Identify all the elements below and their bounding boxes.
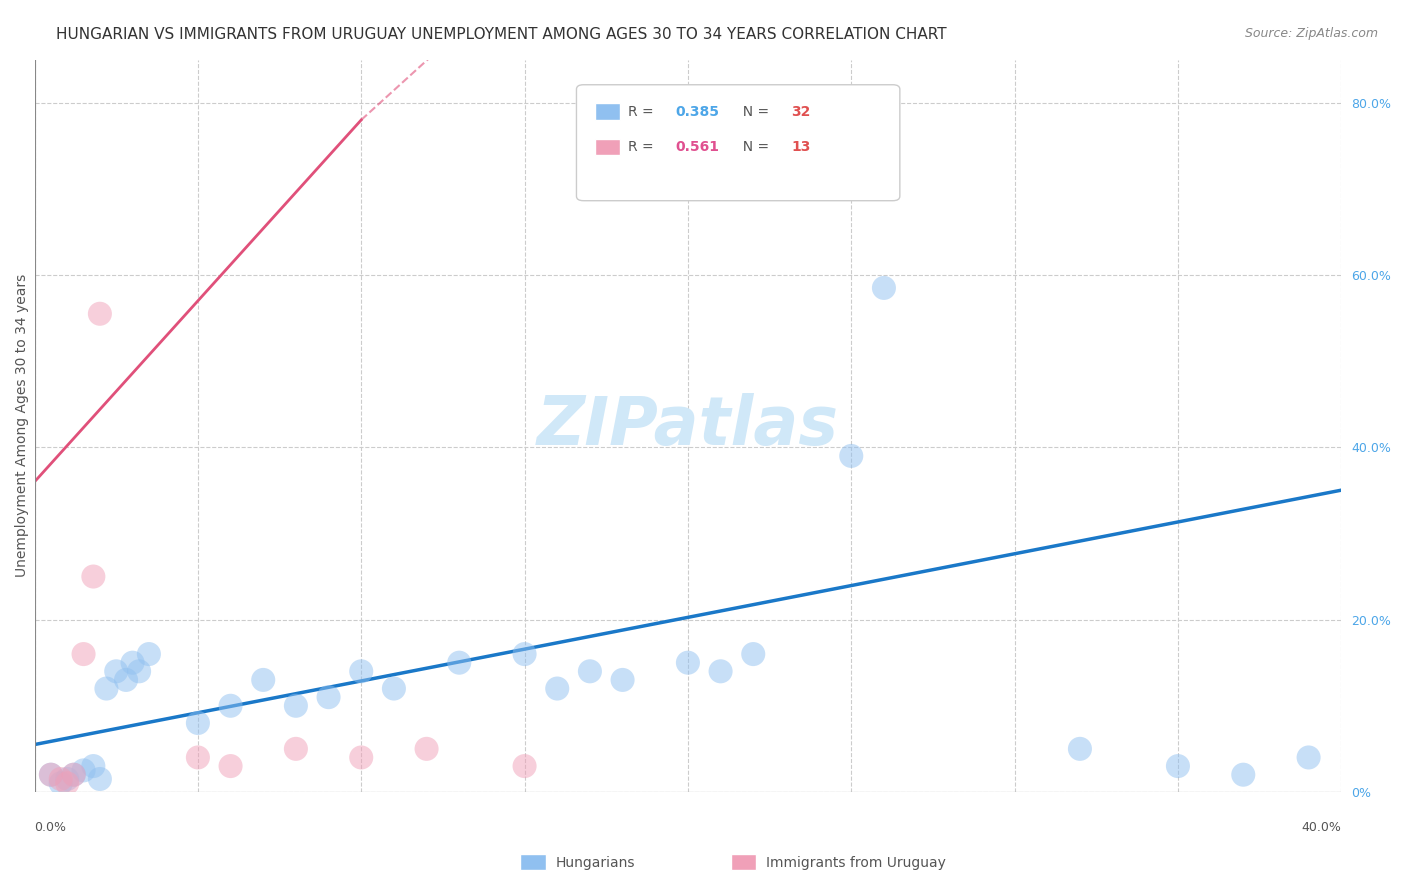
Point xyxy=(449,656,471,670)
Point xyxy=(62,767,84,781)
Text: 0.0%: 0.0% xyxy=(35,822,66,834)
Text: 40.0%: 40.0% xyxy=(1302,822,1341,834)
Point xyxy=(284,698,307,713)
Point xyxy=(513,647,536,661)
Point xyxy=(1232,767,1254,781)
Point xyxy=(318,690,340,705)
Point xyxy=(187,716,209,731)
Point xyxy=(710,665,733,679)
Point xyxy=(513,759,536,773)
Text: R =: R = xyxy=(628,140,658,154)
Point xyxy=(62,767,84,781)
Point xyxy=(72,647,94,661)
Point xyxy=(115,673,138,687)
Text: 0.561: 0.561 xyxy=(675,140,718,154)
Text: Source: ZipAtlas.com: Source: ZipAtlas.com xyxy=(1244,27,1378,40)
Point xyxy=(579,665,602,679)
Point xyxy=(187,750,209,764)
Text: Hungarians: Hungarians xyxy=(555,855,636,870)
Point xyxy=(128,665,150,679)
Point xyxy=(39,767,62,781)
Point xyxy=(742,647,765,661)
Y-axis label: Unemployment Among Ages 30 to 34 years: Unemployment Among Ages 30 to 34 years xyxy=(15,274,30,577)
Point xyxy=(219,759,242,773)
Text: Immigrants from Uruguay: Immigrants from Uruguay xyxy=(766,855,946,870)
Point xyxy=(350,665,373,679)
Point xyxy=(39,767,62,781)
Point xyxy=(676,656,699,670)
Point xyxy=(612,673,634,687)
Point xyxy=(839,449,862,463)
Point xyxy=(56,772,79,786)
Point xyxy=(96,681,118,696)
Point xyxy=(72,764,94,778)
Point xyxy=(121,656,143,670)
Text: N =: N = xyxy=(734,140,773,154)
Point xyxy=(82,569,104,583)
Point xyxy=(56,776,79,790)
Point xyxy=(89,307,111,321)
Point xyxy=(546,681,568,696)
Point xyxy=(49,772,72,786)
Point xyxy=(82,759,104,773)
Point xyxy=(89,772,111,786)
Point xyxy=(49,776,72,790)
Point xyxy=(138,647,160,661)
Point xyxy=(284,742,307,756)
Point xyxy=(415,742,437,756)
Point xyxy=(252,673,274,687)
Point xyxy=(1069,742,1091,756)
Text: R =: R = xyxy=(628,104,658,119)
Text: 0.385: 0.385 xyxy=(675,104,718,119)
Text: ZIPatlas: ZIPatlas xyxy=(537,392,839,458)
Text: 13: 13 xyxy=(792,140,811,154)
Text: HUNGARIAN VS IMMIGRANTS FROM URUGUAY UNEMPLOYMENT AMONG AGES 30 TO 34 YEARS CORR: HUNGARIAN VS IMMIGRANTS FROM URUGUAY UNE… xyxy=(56,27,946,42)
Point xyxy=(1167,759,1189,773)
Point xyxy=(350,750,373,764)
Point xyxy=(873,281,896,295)
Point xyxy=(1298,750,1320,764)
Point xyxy=(105,665,128,679)
Point xyxy=(219,698,242,713)
Text: 32: 32 xyxy=(792,104,811,119)
Point xyxy=(382,681,405,696)
Text: N =: N = xyxy=(734,104,773,119)
